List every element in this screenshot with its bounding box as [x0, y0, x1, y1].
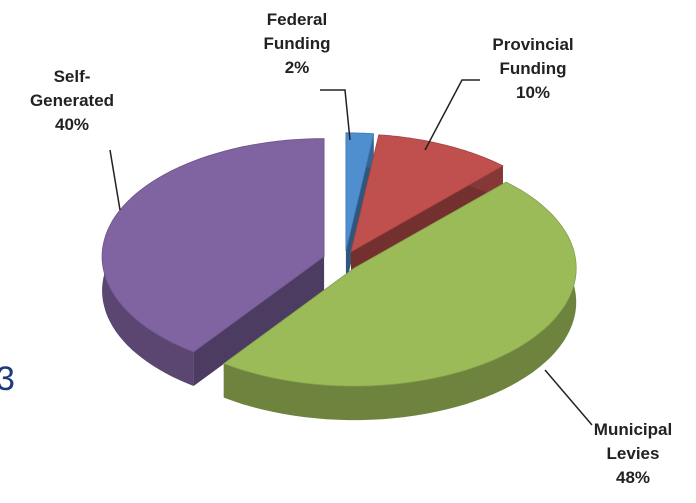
slice — [101, 138, 325, 353]
value-label: 10% — [515, 83, 551, 102]
value-label: 48% — [615, 468, 651, 487]
slice-label: Municipal Levies 48% — [578, 418, 688, 490]
slice-wall — [193, 256, 325, 386]
fragment-text: 3 — [0, 360, 15, 398]
leader-line — [424, 79, 480, 151]
slice — [345, 132, 375, 251]
category-label: Municipal Levies — [593, 420, 673, 463]
leader-line — [109, 149, 121, 211]
leader-line — [544, 369, 593, 426]
slice — [222, 181, 577, 387]
value-label: 40% — [54, 115, 90, 134]
category-label: Provincial Funding — [492, 35, 574, 78]
leader-line — [320, 89, 351, 141]
slice — [350, 134, 504, 253]
slice-label: Self-Generated 40% — [22, 65, 122, 137]
value-label: 2% — [284, 58, 310, 77]
slice-label: Federal Funding 2% — [247, 8, 347, 80]
category-label: Self-Generated — [29, 67, 115, 110]
category-label: Federal Funding — [263, 10, 331, 53]
slice-label: Provincial Funding 10% — [478, 33, 588, 105]
